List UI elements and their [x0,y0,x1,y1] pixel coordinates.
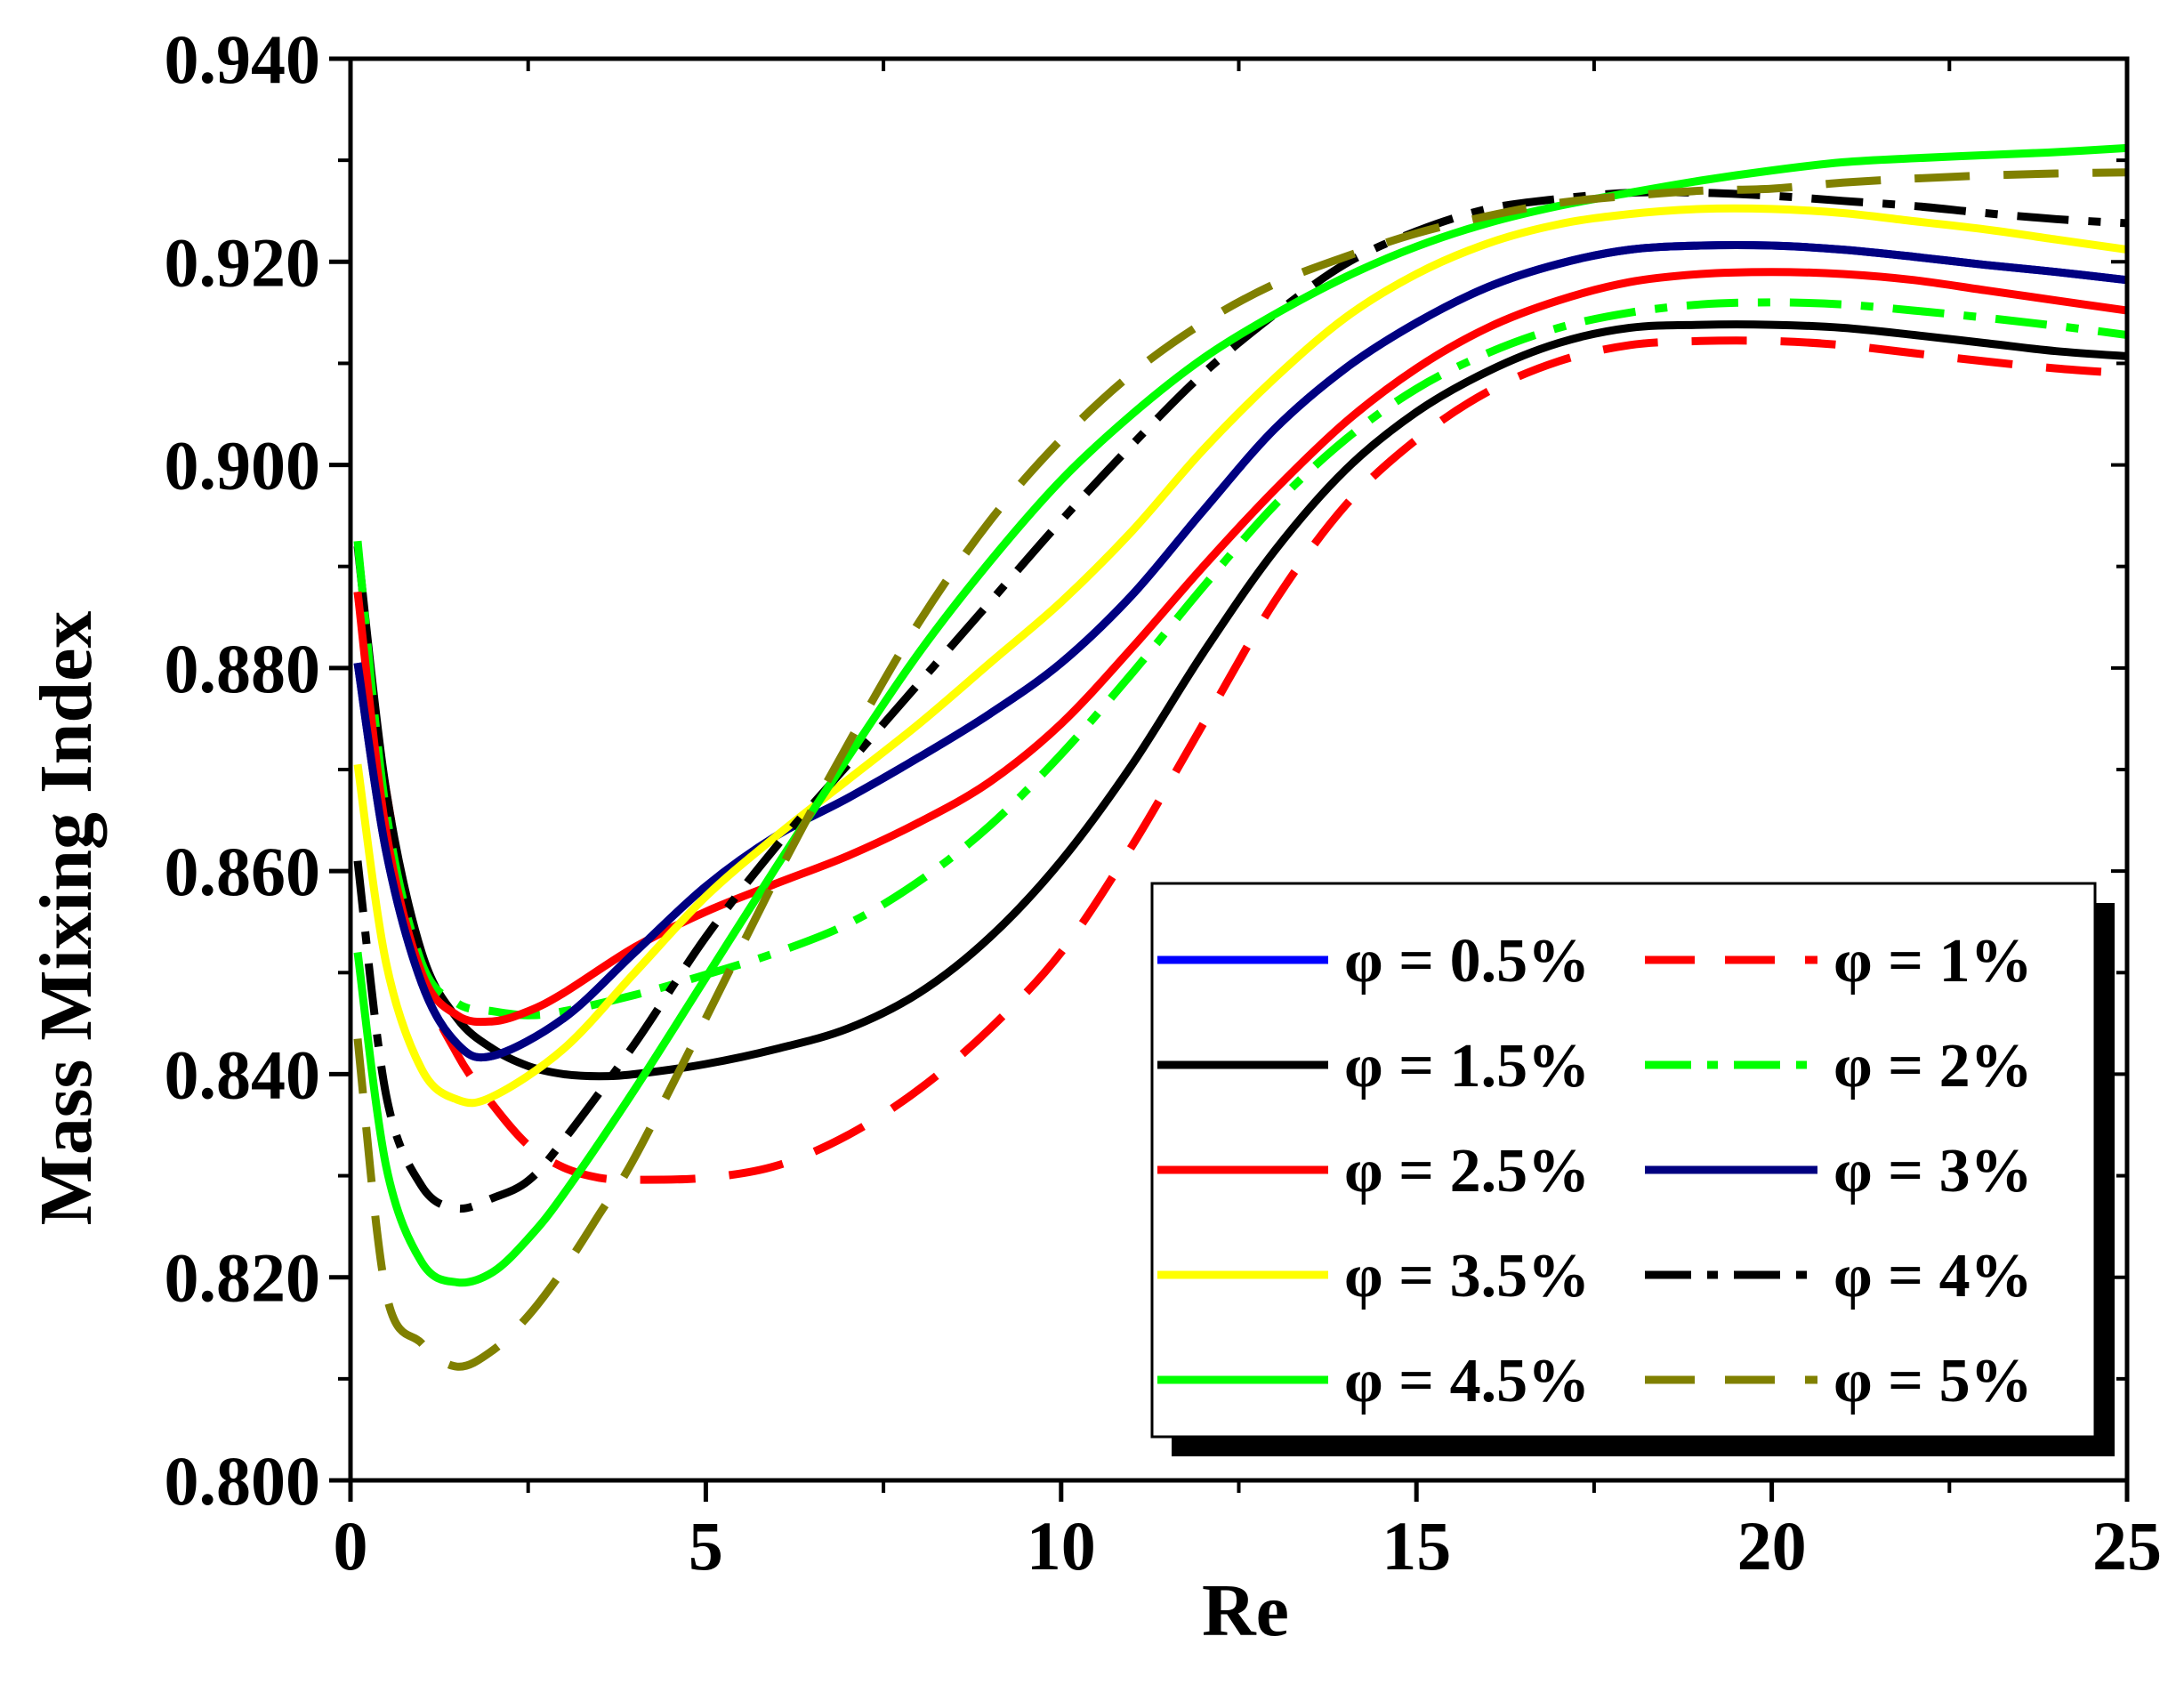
legend-entry-4: φ = 2% [1645,1032,2033,1100]
x-tick-label: 5 [689,1507,723,1584]
legend-entry-6: φ = 3% [1645,1137,2033,1205]
legend-label: φ = 2% [1833,1032,2033,1100]
legend-label: φ = 1% [1833,927,2033,996]
x-axis-title: Re [1202,1569,1289,1652]
x-tick-label: 10 [1027,1507,1096,1584]
series-line-8 [353,188,2127,1213]
y-tick-label: 0.900 [165,427,321,504]
series-layer [353,143,2127,1371]
y-tick-label: 0.820 [165,1239,321,1317]
legend: φ = 0.5% φ = 1% φ = 1.5% φ = 2% φ = 2.5% φ = … [1150,882,2115,1456]
legend-entry-2: φ = 1% [1645,927,2033,996]
x-tick-label: 0 [334,1507,368,1584]
series-group [353,143,2127,1371]
axes-layer: 0 5 10 15 20 25 0.800 0.820 0.840 0.860 0.880 0.900… [165,20,2163,1584]
legend-label: φ = 2.5% [1344,1137,1590,1205]
legend-label: φ = 5% [1833,1347,2033,1415]
legend-entry-5: φ = 2.5% [1157,1137,1590,1205]
x-tick-label: 20 [1737,1507,1807,1584]
series-line-9 [353,143,2127,1287]
y-tick-label: 0.860 [165,833,321,910]
series-line-7 [353,204,2127,1108]
series-line-6 [353,240,2127,1062]
legend-label: φ = 4.5% [1344,1347,1590,1415]
series-line-4 [353,298,2127,1020]
x-tick-label: 15 [1382,1507,1451,1584]
legend-entry-9: φ = 4.5% [1157,1347,1590,1415]
legend-entry-3: φ = 1.5% [1157,1032,1590,1100]
y-tick-label: 0.920 [165,223,321,301]
legend-entry-10: φ = 5% [1645,1347,2033,1415]
y-tick-label: 0.880 [165,630,321,707]
legend-box [1150,882,2097,1439]
y-tick-label: 0.940 [165,20,321,98]
series-line-2 [353,336,2127,1184]
legend-entry-1: φ = 0.5% [1157,927,1590,996]
y-axis-title: Mass Mixing Index [25,611,108,1226]
legend-label: φ = 4% [1833,1242,2033,1310]
legend-label: φ = 3.5% [1344,1242,1590,1310]
x-tick-label: 25 [2092,1507,2162,1584]
legend-entry-7: φ = 3.5% [1157,1242,1590,1310]
legend-label: φ = 0.5% [1344,927,1590,996]
legend-entry-8: φ = 4% [1645,1242,2033,1310]
legend-label: φ = 1.5% [1344,1032,1590,1100]
legend-label: φ = 3% [1833,1137,2033,1205]
y-tick-label: 0.840 [165,1036,321,1113]
series-line-5 [353,268,2127,1027]
y-tick-label: 0.800 [165,1442,321,1520]
series-line-10 [353,168,2127,1371]
